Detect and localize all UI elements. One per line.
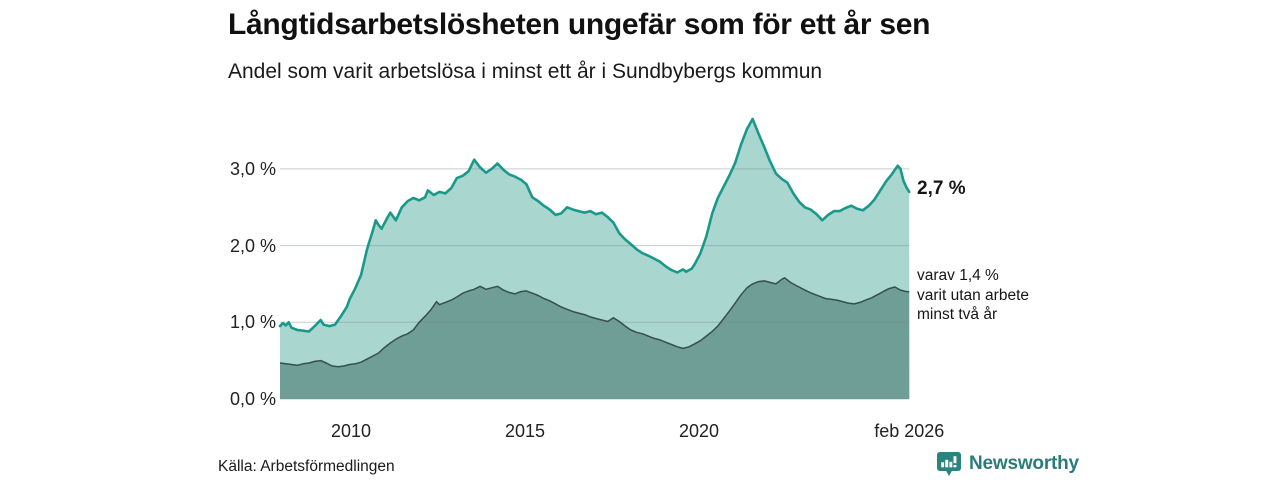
- newsworthy-logo: Newsworthy: [936, 450, 1079, 478]
- series-two-year-area: [280, 277, 910, 399]
- two-year-annotation: varav 1,4 % varit utan arbete minst två …: [917, 267, 1030, 323]
- x-axis-tick-label: 2015: [504, 421, 545, 441]
- page-title: Långtidsarbetslösheten ungefär som för e…: [228, 8, 931, 41]
- y-axis-tick-label: 1,0 %: [229, 312, 276, 333]
- y-axis-tick-label: 3,0 %: [229, 158, 276, 179]
- series-total-line: [278, 117, 911, 333]
- y-axis-tick-label: 0,0 %: [229, 389, 276, 409]
- newsworthy-logo-text: Newsworthy: [969, 453, 1079, 474]
- end-value-label: 2,7 %: [917, 178, 966, 199]
- x-axis-tick-label: feb 2026: [874, 421, 945, 441]
- page-subtitle: Andel som varit arbetslösa i minst ett å…: [228, 60, 823, 83]
- newsworthy-logo-icon: [937, 452, 961, 476]
- series-two-year-line: [279, 277, 910, 368]
- x-axis-tick-label: 2010: [330, 421, 371, 441]
- x-axis-tick-label: 2020: [678, 421, 719, 441]
- source-credit: Källa: Arbetsförmedlingen: [218, 458, 395, 475]
- y-axis-tick-label: 2,0 %: [229, 235, 276, 256]
